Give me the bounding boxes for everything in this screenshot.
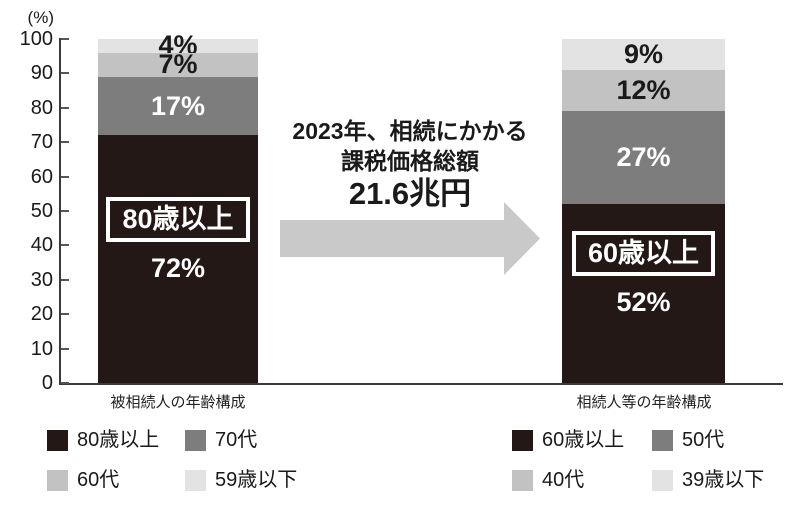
segment-value-label: 12% xyxy=(616,75,671,106)
legend-swatch xyxy=(185,430,206,451)
legend-item: 39歳以下 xyxy=(652,470,764,491)
segment-value-label: 72% xyxy=(150,252,206,283)
y-tick-label: 80 xyxy=(30,96,53,119)
y-tick-mark xyxy=(61,175,69,178)
annotation-line-2: 課税価格総額 xyxy=(341,148,479,174)
segment-value-label: 17% xyxy=(150,90,206,121)
caption-deceased: 被相続人の年齢構成 xyxy=(110,394,246,411)
y-tick-mark xyxy=(61,382,69,384)
annotation-line-1: 2023年、相続にかかる xyxy=(292,118,528,144)
y-tick-mark xyxy=(61,72,69,75)
legend-item: 59歳以下 xyxy=(185,470,297,491)
bar-segment: 9% xyxy=(562,39,725,70)
segment-value-label: 9% xyxy=(623,38,664,69)
center-annotation: 2023年、相続にかかる 課税価格総額 21.6兆円 xyxy=(275,116,545,212)
legend-label: 59歳以下 xyxy=(215,469,298,491)
bar-deceased-age-composition: 4% 7% 17% 80歳以上 72% xyxy=(98,32,258,383)
caption-heirs: 相続人等の年齢構成 xyxy=(576,394,712,411)
y-tick-mark xyxy=(61,313,69,316)
y-axis-unit-label: (%) xyxy=(27,8,54,27)
highlight-label-box: 80歳以上 xyxy=(106,196,250,242)
bar-segment: 60歳以上 52% xyxy=(562,204,725,383)
legend-swatch xyxy=(512,470,533,491)
legend-swatch xyxy=(652,430,673,451)
y-tick-mark xyxy=(61,38,69,40)
legend-item: 80歳以上 xyxy=(47,430,185,451)
legend-swatch xyxy=(185,470,206,491)
annotation-total-amount: 21.6兆円 xyxy=(348,176,472,211)
segment-value-label: 52% xyxy=(616,287,671,318)
legend-heirs: 60歳以上 50代 40代 39歳以下 xyxy=(512,430,764,491)
y-tick-mark xyxy=(61,244,69,247)
y-tick-label: 90 xyxy=(30,62,53,85)
legend-label: 39歳以下 xyxy=(682,469,765,491)
y-tick-label: 20 xyxy=(30,303,53,326)
legend-swatch xyxy=(47,430,68,451)
y-tick-mark xyxy=(61,347,69,350)
bar-segment: 27% xyxy=(562,111,725,205)
legend-swatch xyxy=(652,470,673,491)
y-tick-label: 0 xyxy=(41,372,53,394)
legend-label: 60歳以上 xyxy=(542,429,625,451)
legend-label: 80歳以上 xyxy=(77,429,160,451)
legend-item: 60歳以上 xyxy=(512,430,652,451)
y-tick-label: 50 xyxy=(30,200,53,222)
bar-segment: 12% xyxy=(562,69,725,112)
right-arrow-icon xyxy=(280,202,540,275)
y-tick-label: 40 xyxy=(30,234,53,257)
legend-label: 70代 xyxy=(215,429,258,451)
legend-label: 60代 xyxy=(77,469,120,491)
legend-swatch xyxy=(47,470,68,491)
x-axis-line xyxy=(59,383,783,385)
segment-value-label: 27% xyxy=(616,142,671,173)
bar-heirs-age-composition: 9% 12% 27% 60歳以上 52% xyxy=(562,39,725,383)
legend-swatch xyxy=(512,430,533,451)
legend-deceased: 80歳以上 70代 60代 59歳以下 xyxy=(47,430,297,491)
y-tick-mark xyxy=(61,106,69,109)
y-tick-label: 10 xyxy=(30,337,53,360)
bar-segment: 7% xyxy=(98,49,258,80)
legend-item: 50代 xyxy=(652,430,764,451)
bar-segment: 17% xyxy=(98,76,258,136)
legend-item: 60代 xyxy=(47,470,185,491)
y-tick-mark xyxy=(61,141,69,144)
y-tick-label: 30 xyxy=(30,268,53,291)
legend-item: 40代 xyxy=(512,470,652,491)
bar-segment: 80歳以上 72% xyxy=(98,135,258,383)
y-tick-mark xyxy=(61,210,69,212)
y-tick-mark xyxy=(61,278,69,281)
y-tick-label: 70 xyxy=(30,131,53,154)
segment-value-label: 7% xyxy=(158,49,198,80)
y-tick-label: 100 xyxy=(19,28,53,50)
highlight-label-box: 60歳以上 xyxy=(571,231,716,277)
y-axis-tick-labels: 0 10 20 30 40 50 60 70 80 90 100 xyxy=(0,0,53,511)
legend-label: 50代 xyxy=(682,429,725,451)
legend-item: 70代 xyxy=(185,430,297,451)
y-axis-line xyxy=(59,38,61,384)
y-tick-label: 60 xyxy=(30,165,53,188)
legend-label: 40代 xyxy=(542,469,585,491)
